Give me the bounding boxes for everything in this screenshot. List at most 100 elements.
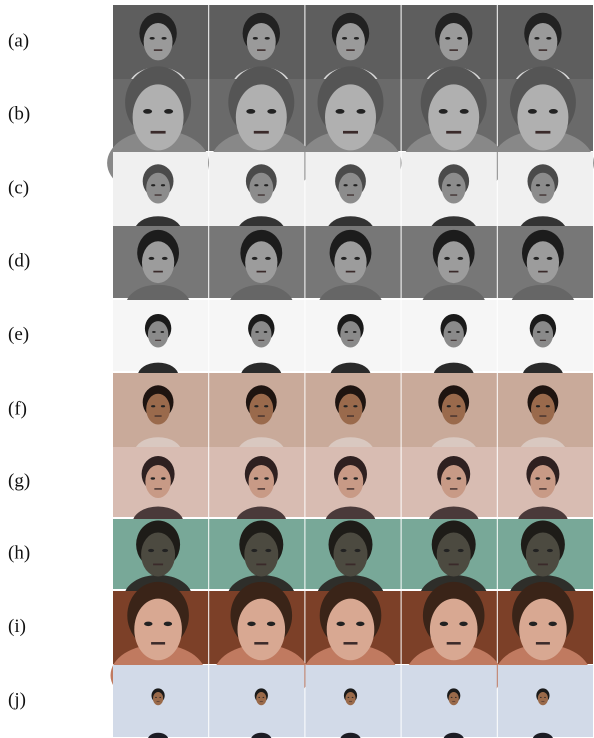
eye bbox=[537, 331, 541, 333]
eye bbox=[162, 549, 168, 552]
eye bbox=[162, 37, 167, 40]
row-label: (a) bbox=[8, 30, 29, 51]
row-label: (f) bbox=[8, 398, 27, 419]
eye bbox=[149, 257, 155, 260]
face bbox=[444, 321, 464, 347]
eye bbox=[448, 331, 452, 333]
eye bbox=[547, 549, 553, 552]
face bbox=[249, 465, 275, 498]
mouth bbox=[447, 642, 461, 645]
mouth bbox=[539, 415, 546, 416]
face-image bbox=[209, 665, 304, 738]
face-image bbox=[498, 665, 593, 738]
face bbox=[441, 465, 467, 498]
eye bbox=[545, 331, 549, 333]
face-image bbox=[402, 665, 497, 738]
eye bbox=[254, 405, 258, 407]
mouth bbox=[535, 131, 550, 134]
eye bbox=[267, 109, 276, 114]
eye bbox=[143, 109, 152, 114]
eye bbox=[544, 697, 546, 698]
eye bbox=[447, 184, 451, 186]
eye bbox=[264, 184, 268, 186]
mouth bbox=[541, 701, 544, 702]
eye bbox=[353, 331, 357, 333]
row-label: (b) bbox=[8, 103, 30, 124]
face bbox=[144, 23, 173, 60]
eye bbox=[459, 622, 467, 626]
face bbox=[245, 241, 277, 283]
mouth bbox=[538, 271, 548, 273]
eye bbox=[354, 477, 359, 479]
mouth bbox=[151, 131, 166, 134]
mouth bbox=[538, 564, 548, 566]
mouth bbox=[449, 564, 459, 566]
face bbox=[345, 692, 355, 705]
row-label: (i) bbox=[8, 616, 26, 637]
eye bbox=[151, 477, 156, 479]
face bbox=[439, 23, 468, 60]
eye bbox=[352, 697, 354, 698]
eye bbox=[457, 184, 461, 186]
mouth bbox=[346, 49, 355, 51]
face bbox=[517, 84, 568, 150]
face bbox=[325, 84, 376, 150]
eye bbox=[356, 622, 364, 626]
eye bbox=[150, 37, 155, 40]
eye bbox=[152, 331, 156, 333]
face bbox=[334, 241, 366, 283]
face bbox=[531, 173, 555, 204]
eye bbox=[161, 405, 165, 407]
face bbox=[519, 599, 567, 661]
eye bbox=[546, 405, 550, 407]
mouth bbox=[157, 701, 160, 702]
eye bbox=[353, 405, 357, 407]
mouth bbox=[344, 642, 358, 645]
eye bbox=[535, 477, 540, 479]
face bbox=[339, 394, 363, 425]
eye bbox=[148, 549, 154, 552]
eye bbox=[348, 697, 350, 698]
face bbox=[236, 84, 287, 150]
mouth bbox=[260, 701, 263, 702]
eye bbox=[354, 257, 360, 260]
eye bbox=[536, 405, 540, 407]
mouth bbox=[258, 194, 265, 195]
mouth bbox=[258, 340, 264, 341]
eye bbox=[547, 257, 553, 260]
row-label: (h) bbox=[8, 542, 30, 563]
page: (a)(b)(c)(d)(e)(f)(g)(h)(i)(j) (() => { … bbox=[0, 0, 594, 738]
eye bbox=[258, 697, 260, 698]
eye bbox=[456, 331, 460, 333]
face bbox=[533, 321, 553, 347]
mouth bbox=[349, 701, 352, 702]
face bbox=[153, 692, 163, 705]
face bbox=[327, 599, 375, 661]
eye bbox=[255, 331, 259, 333]
eye bbox=[444, 549, 450, 552]
eye bbox=[355, 549, 361, 552]
face bbox=[244, 533, 278, 577]
face bbox=[247, 23, 276, 60]
eye bbox=[342, 37, 347, 40]
mouth bbox=[254, 642, 268, 645]
face bbox=[449, 692, 459, 705]
eye bbox=[446, 477, 451, 479]
face bbox=[142, 241, 174, 283]
eye bbox=[251, 549, 257, 552]
eye bbox=[263, 697, 265, 698]
mouth bbox=[540, 340, 546, 341]
eye bbox=[439, 109, 448, 114]
face bbox=[148, 321, 168, 347]
mouth bbox=[155, 340, 161, 341]
eye bbox=[440, 622, 448, 626]
face bbox=[256, 692, 266, 705]
figure: (a)(b)(c)(d)(e)(f)(g)(h)(i)(j) bbox=[0, 0, 594, 738]
eye bbox=[533, 257, 539, 260]
eye bbox=[253, 37, 258, 40]
mouth bbox=[539, 488, 547, 489]
eye bbox=[458, 257, 464, 260]
mouth bbox=[347, 194, 354, 195]
eye bbox=[161, 184, 165, 186]
eye bbox=[344, 405, 348, 407]
